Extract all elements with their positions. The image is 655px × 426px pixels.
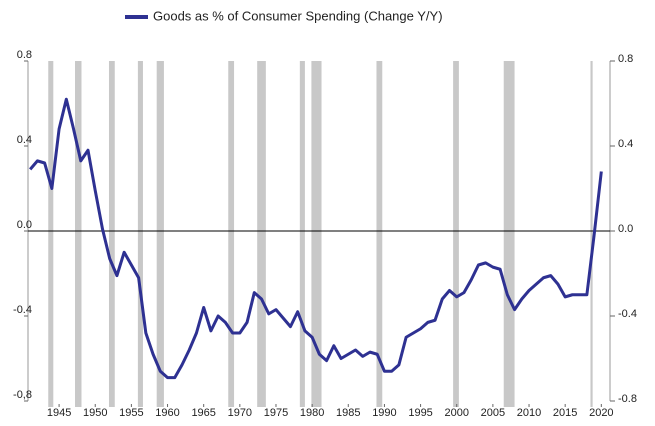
y2-tick-label: -0.4 [618, 308, 637, 320]
recession-bar [108, 61, 115, 407]
recession-bar [376, 61, 383, 407]
x-tick-label: 1945 [47, 407, 71, 419]
x-tick-label: 2000 [444, 407, 468, 419]
x-tick-label: 2015 [553, 407, 577, 419]
recession-bar [590, 61, 593, 407]
recession-bar [48, 61, 54, 407]
y-tick-label: 0.8 [17, 49, 32, 61]
x-tick-label: 1975 [264, 407, 288, 419]
x-tick-label: 1980 [300, 407, 324, 419]
recession-bar [503, 61, 515, 407]
x-tick-label: 1960 [155, 407, 179, 419]
y-tick-label: 0.4 [17, 134, 32, 146]
x-tick-label: 1995 [408, 407, 432, 419]
y2-tick-label: -0.8 [618, 393, 637, 405]
x-tick-label: 2020 [589, 407, 613, 419]
recession-bar [74, 61, 82, 407]
y-tick-label: -0,8 [13, 389, 32, 401]
x-tick-label: 2005 [481, 407, 505, 419]
recession-bar [228, 61, 235, 407]
recession-bar [257, 61, 266, 407]
y-tick-label: -0.4 [13, 304, 32, 316]
x-tick-label: 1985 [336, 407, 360, 419]
series-line [29, 97, 603, 380]
recession-bar [299, 61, 305, 407]
legend-label: Goods as % of Consumer Spending (Change … [153, 8, 443, 23]
y2-tick-label: 0.4 [618, 138, 633, 150]
x-tick-label: 1955 [119, 407, 143, 419]
y2-tick-label: 0.0 [618, 223, 633, 235]
x-tick-label: 1950 [83, 407, 107, 419]
recession-bar [156, 61, 164, 407]
recession-bar [311, 61, 322, 407]
x-tick-label: 1970 [228, 407, 252, 419]
recession-bar [453, 61, 459, 407]
recession-bar [137, 61, 143, 407]
x-tick-label: 2010 [517, 407, 541, 419]
y2-tick-label: 0.8 [618, 53, 633, 65]
x-tick-label: 1990 [372, 407, 396, 419]
y-tick-label: 0.0 [17, 219, 32, 231]
x-tick-label: 1965 [191, 407, 215, 419]
